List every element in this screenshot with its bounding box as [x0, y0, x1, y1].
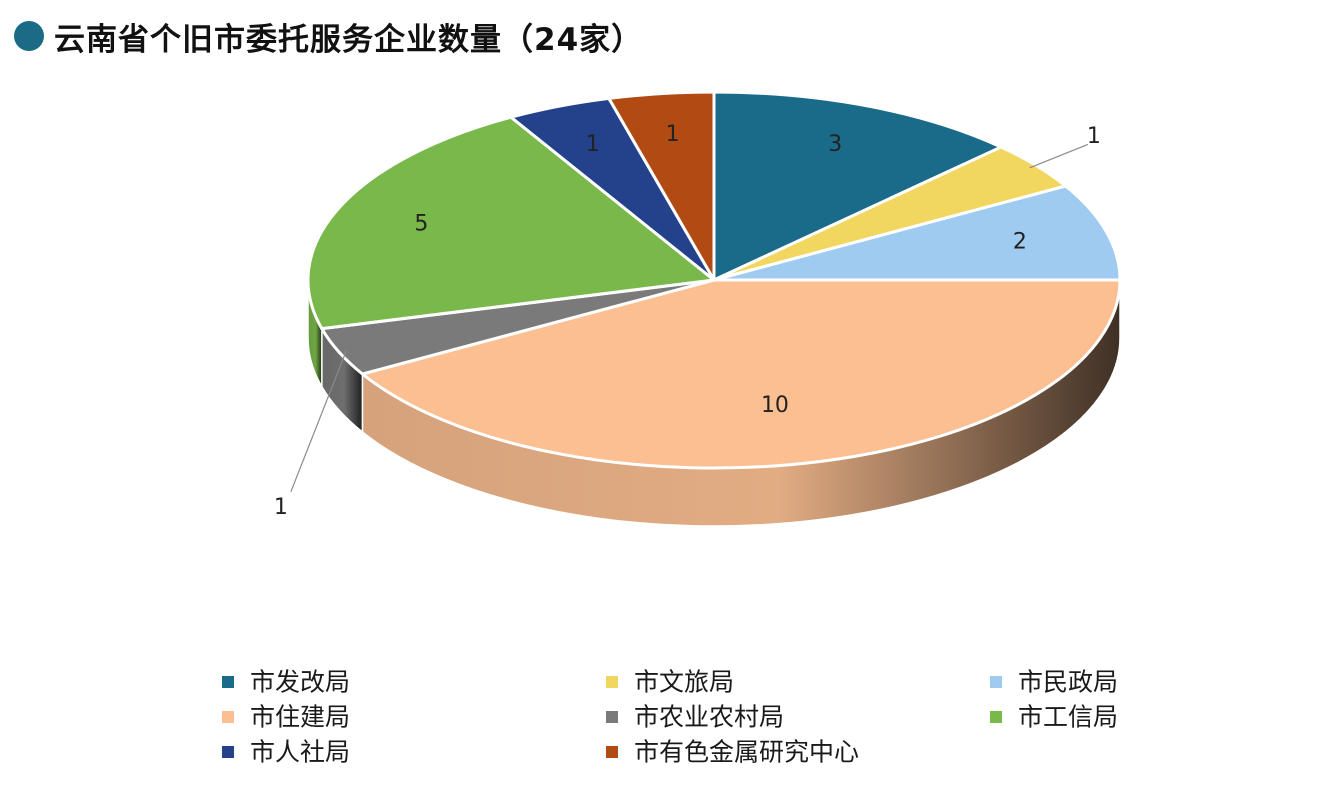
- legend-item-7: 市人社局: [222, 738, 350, 767]
- title-bullet-icon: [14, 21, 44, 51]
- slice-4-value-label: 10: [761, 393, 789, 418]
- slice-6-value-label: 5: [414, 211, 428, 236]
- legend-label: 市人社局: [250, 738, 350, 767]
- data-labels: 3 1 2 10 1 5 1 1: [274, 122, 1101, 520]
- slice-1-top: [712, 90, 1003, 282]
- legend-item-5: 市农业农村局: [606, 703, 784, 732]
- slice-5-value-label: 1: [274, 495, 288, 520]
- legend-swatch: [222, 746, 234, 758]
- slice-6-top: [306, 115, 716, 331]
- chart-title: 云南省个旧市委托服务企业数量（24家）: [54, 21, 644, 58]
- legend-swatch: [990, 711, 1002, 723]
- legend-item-3: 市民政局: [990, 668, 1118, 697]
- legend-swatch: [990, 676, 1002, 688]
- slice-5-leader-line: [290, 350, 347, 492]
- legend-label: 市文旅局: [634, 668, 734, 697]
- legend-label: 市民政局: [1018, 668, 1118, 697]
- slice-8-value-label: 1: [666, 122, 680, 147]
- legend-label: 市住建局: [250, 703, 350, 732]
- slice-3-value-label: 2: [1013, 230, 1027, 255]
- chart-title-row: 云南省个旧市委托服务企业数量（24家）: [14, 14, 643, 58]
- legend-swatch: [606, 676, 618, 688]
- slice-4-top: [360, 278, 1122, 470]
- slice-8-top: [607, 90, 716, 282]
- slice-2-value-label: 1: [1087, 124, 1101, 149]
- legend-item-4: 市住建局: [222, 703, 350, 732]
- legend-label: 市农业农村局: [634, 703, 784, 732]
- legend-item-6: 市工信局: [990, 703, 1118, 732]
- legend-label: 市有色金属研究中心: [634, 738, 859, 767]
- slice-3-top: [712, 184, 1122, 282]
- slice-1-value-label: 3: [828, 132, 842, 157]
- legend-swatch: [222, 676, 234, 688]
- slice-7-value-label: 1: [586, 132, 600, 157]
- legend-label: 市工信局: [1018, 703, 1118, 732]
- legend-swatch: [606, 746, 618, 758]
- pie-top-faces: [306, 90, 1122, 470]
- legend-item-8: 市有色金属研究中心: [606, 738, 859, 767]
- legend-swatch: [222, 711, 234, 723]
- legend-item-2: 市文旅局: [606, 668, 734, 697]
- legend-item-1: 市发改局: [222, 668, 350, 697]
- legend-swatch: [606, 711, 618, 723]
- legend-label: 市发改局: [250, 668, 350, 697]
- slice-2-leader-line: [1029, 143, 1089, 169]
